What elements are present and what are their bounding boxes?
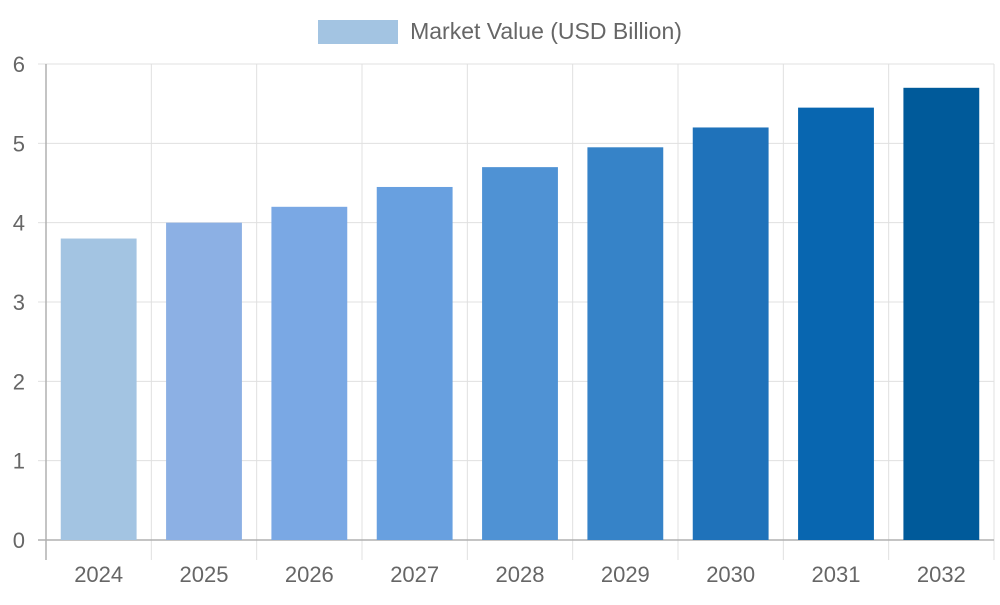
x-tick-label: 2026 — [285, 562, 334, 587]
y-tick-label: 6 — [13, 52, 25, 77]
y-tick-label: 2 — [13, 369, 25, 394]
bar-2031 — [798, 107, 874, 540]
x-tick-label: 2024 — [74, 562, 123, 587]
bar-2027 — [376, 186, 453, 540]
x-tick-label: 2025 — [180, 562, 229, 587]
y-tick-label: 5 — [13, 131, 25, 156]
bar-2028 — [482, 167, 558, 540]
bar-2025 — [166, 222, 242, 540]
y-tick-label: 4 — [13, 211, 25, 236]
legend: Market Value (USD Billion) — [0, 18, 1000, 45]
x-tick-label: 2027 — [390, 562, 439, 587]
x-tick-label: 2030 — [706, 562, 755, 587]
bar-2024 — [60, 238, 137, 541]
x-tick-label: 2032 — [917, 562, 966, 587]
bar-2029 — [587, 147, 664, 541]
bar-2030 — [692, 127, 769, 540]
y-tick-label: 1 — [13, 449, 25, 474]
legend-swatch — [318, 19, 399, 44]
x-tick-label: 2028 — [496, 562, 545, 587]
bar-2032 — [903, 87, 980, 541]
y-tick-label: 0 — [13, 528, 25, 553]
bar-2026 — [271, 206, 348, 541]
x-tick-label: 2029 — [601, 562, 650, 587]
legend-label: Market Value (USD Billion) — [410, 18, 682, 44]
x-tick-label: 2031 — [812, 562, 861, 587]
y-tick-label: 3 — [13, 290, 25, 315]
